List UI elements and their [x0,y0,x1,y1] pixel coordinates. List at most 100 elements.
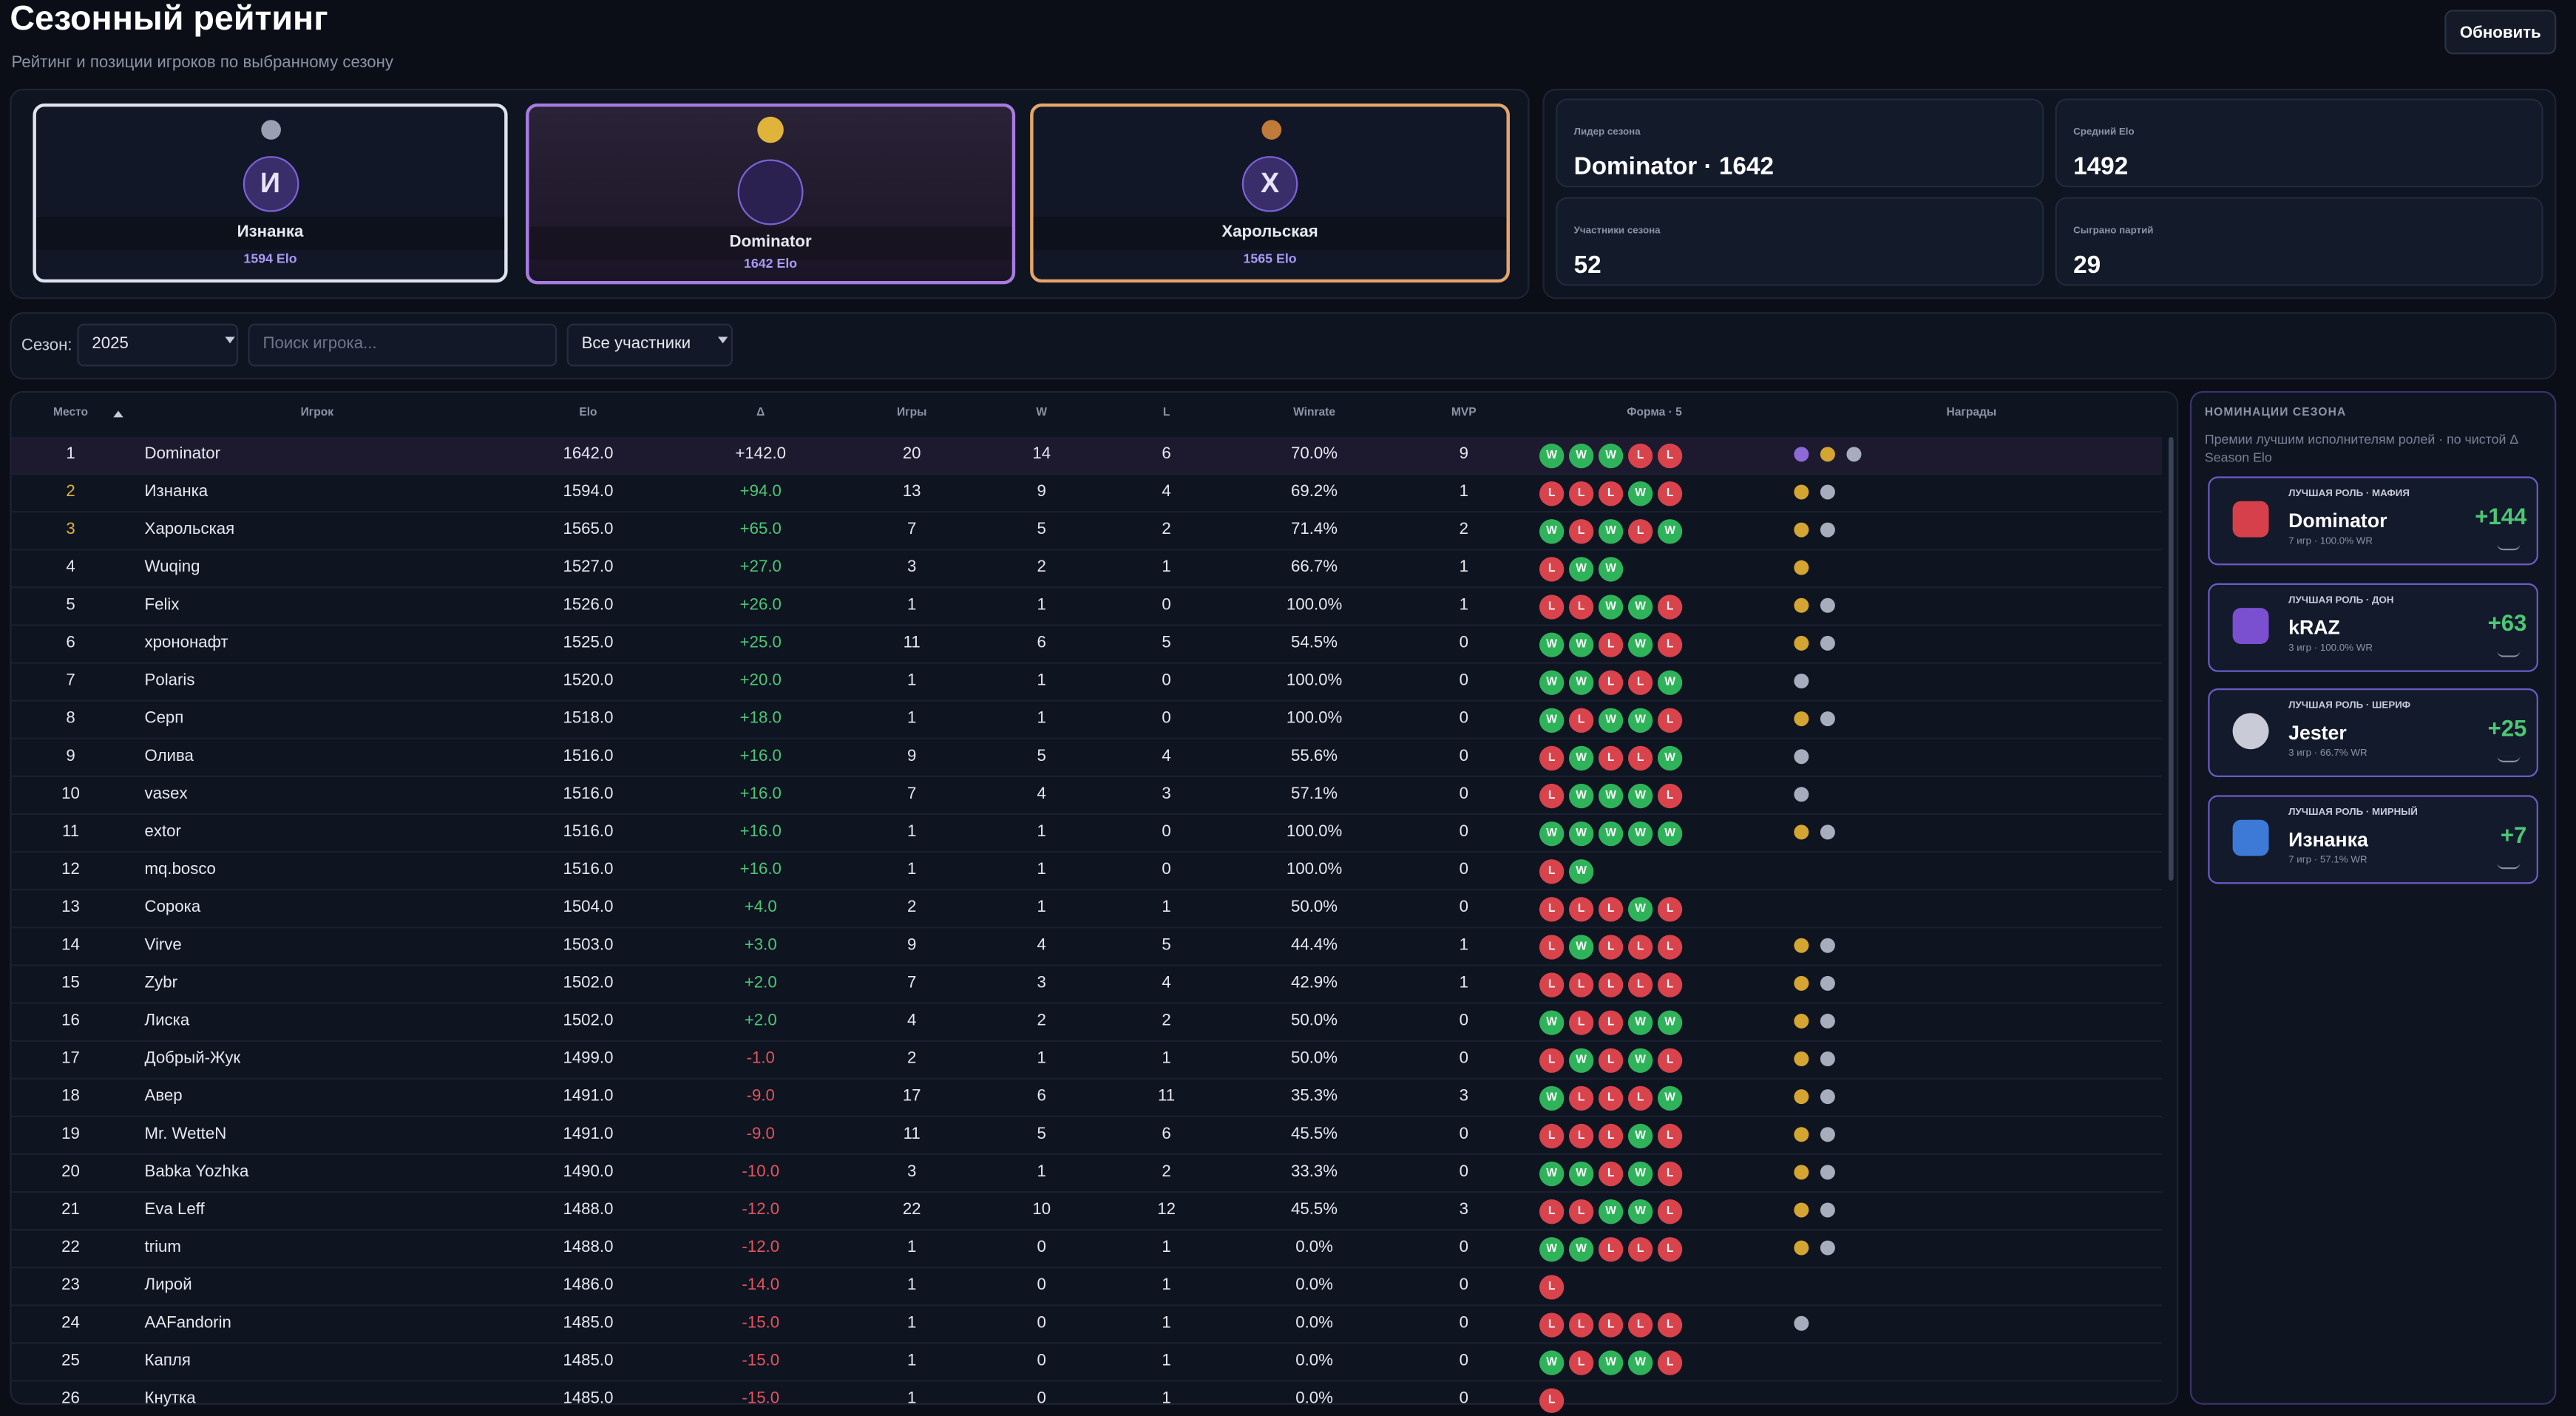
nomination-card[interactable]: ЛУЧШАЯ РОЛЬ · ДОН kRAZ 3 игр · 100.0% WR +6… [2208,582,2538,671]
stat-value: 52 [1573,251,1601,280]
table-row[interactable]: 21 Eva Leff 1488.0 -12.0 22 10 12 45.5% 3 L L W W L [11,1193,2163,1231]
form-badge: L [1568,1312,1594,1338]
column-header[interactable]: Игры [896,407,927,419]
column-header[interactable]: L [1162,407,1170,419]
table-row[interactable]: 16 Лиска 1502.0 +2.0 4 2 2 50.0% 0 W L L W W [11,1004,2163,1042]
games: 7 [906,974,917,993]
table-row[interactable]: 14 Virve 1503.0 +3.0 9 4 5 44.4% 1 L W L L L [11,928,2163,966]
column-header[interactable]: MVP [1451,407,1477,419]
elo: 1594.0 [563,483,614,501]
elo-delta: +2.0 [744,974,777,993]
losses: 6 [1162,1125,1171,1144]
rank: 2 [66,483,75,501]
table-row[interactable]: 24 AAFandorin 1485.0 -15.0 1 0 1 0.0% 0 L L L L L [11,1306,2163,1344]
wins: 2 [1037,558,1046,577]
table-row[interactable]: 9 Олива 1516.0 +16.0 9 5 4 55.6% 0 L W L L W [11,739,2163,777]
table-row[interactable]: 11 extor 1516.0 +16.0 1 1 0 100.0% 0 W W W W W [11,815,2163,853]
table-row[interactable]: 2 Изнанка 1594.0 +94.0 13 9 4 69.2% 1 L L L W L [11,475,2163,513]
wins: 1 [1037,1163,1046,1182]
refresh-button[interactable]: Обновить [2444,10,2557,55]
table-row[interactable]: 26 Кнутка 1485.0 -15.0 1 0 1 0.0% 0 L [12,1382,2163,1416]
column-header[interactable]: Игрок [300,407,334,419]
table-row[interactable]: 17 Добрый-Жук 1499.0 -1.0 2 1 1 50.0% 0 L W L W L [11,1042,2163,1080]
form-badge: L [1568,594,1594,620]
table-row[interactable]: 4 Wuqing 1527.0 +27.0 3 2 1 66.7% 1 L W W [11,550,2163,589]
player-name: Добрый-Жук [144,1049,241,1068]
column-header[interactable]: Elo [579,407,597,419]
elo-delta: -9.0 [746,1125,775,1144]
form-badge: W [1598,821,1624,847]
form-badge: L [1539,1123,1565,1149]
table-row[interactable]: 3 Харольская 1565.0 +65.0 7 5 2 71.4% 2 W L W L W [11,512,2163,551]
role-label: ЛУЧШАЯ РОЛЬ · ДОН [2288,595,2394,606]
table-row[interactable]: 25 Капля 1485.0 -15.0 1 0 1 0.0% 0 W L W W L [11,1344,2163,1382]
table-row[interactable]: 1 Dominator 1642.0 +142.0 20 14 6 70.0% 9 W W W L L [11,437,2163,475]
games: 9 [906,747,917,766]
table-row[interactable]: 20 Babka Yozhka 1490.0 -10.0 3 1 2 33.3% 0 W W L W L [11,1155,2163,1193]
player-name: Virve [144,936,182,955]
elo: 1502.0 [563,974,614,993]
table-row[interactable]: 15 Zybr 1502.0 +2.0 7 3 4 42.9% 1 L L L L L [11,966,2163,1004]
winrate: 33.3% [1291,1163,1338,1182]
column-header[interactable]: Место [53,407,89,419]
nomination-card[interactable]: ЛУЧШАЯ РОЛЬ · ШЕРИФ Jester 3 игр · 66.7% W… [2208,688,2538,777]
table-row[interactable]: 8 Серп 1518.0 +18.0 1 1 0 100.0% 0 W L W W L [11,702,2163,739]
column-header[interactable]: Δ [756,407,765,419]
table-row[interactable]: 12 mq.bosco 1516.0 +16.0 1 1 0 100.0% 0 L W [11,853,2163,891]
form-badge: L [1568,1350,1594,1375]
losses: 0 [1162,671,1171,691]
nomination-card[interactable]: ЛУЧШАЯ РОЛЬ · МАФИЯ Dominator 7 игр · 100.… [2208,476,2538,566]
table-row[interactable]: 7 Polaris 1520.0 +20.0 1 1 0 100.0% 0 W W L L W [11,664,2163,702]
column-header[interactable]: W [1036,407,1048,419]
mvp: 1 [1459,936,1468,955]
elo-delta: +16.0 [739,785,782,804]
player-name: mq.bosco [144,861,216,879]
form-badge: L [1539,1199,1565,1224]
table-row[interactable]: 10 vasex 1516.0 +16.0 7 4 3 57.1% 0 L W W W L [11,777,2163,816]
form-badge: L [1657,708,1683,733]
search-input[interactable]: Поиск игрока... [248,323,557,367]
avatar [737,159,804,226]
table-row[interactable]: 18 Авер 1491.0 -9.0 17 6 11 35.3% 3 W L L L W [11,1080,2163,1117]
losses: 11 [1158,1087,1176,1106]
award-icon [1794,975,1809,991]
winrate: 0.0% [1295,1389,1333,1409]
avatar: Х [1241,156,1298,212]
elo: 1504.0 [563,898,614,917]
column-header[interactable]: Winrate [1293,407,1336,419]
table-row[interactable]: 23 Лирой 1486.0 -14.0 1 0 1 0.0% 0 L [11,1268,2163,1307]
nomination-card[interactable]: ЛУЧШАЯ РОЛЬ · МИРНЫЙ Изнанка 7 игр · 57.1%… [2208,794,2538,884]
mvp: 0 [1459,785,1468,804]
elo: 1525.0 [563,634,614,653]
table-row[interactable]: 6 хрононафт 1525.0 +25.0 11 6 5 54.5% 0 W W L W L [11,626,2163,664]
elo: 1516.0 [563,785,614,804]
column-header[interactable]: Награды [1946,407,1997,419]
column-header[interactable]: Форма · 5 [1627,407,1682,419]
table-row[interactable]: 19 Mr. WetteN 1491.0 -9.0 11 5 6 45.5% 0 L L L W L [11,1117,2163,1156]
elo-delta: +142.0 [735,445,787,464]
winrate: 0.0% [1295,1352,1333,1371]
nominee-delta: +144 [2475,502,2527,529]
table-row[interactable]: 5 Felix 1526.0 +26.0 1 1 0 100.0% 1 L L W W L [11,588,2163,626]
games: 1 [906,671,917,691]
season-select[interactable]: 2025 [77,323,239,367]
form-badge: W [1568,1237,1594,1262]
form-badge: W [1568,557,1594,582]
mvp: 0 [1459,1012,1468,1031]
table-row[interactable]: 13 Сорока 1504.0 +4.0 2 1 1 50.0% 0 L L L W L [11,890,2163,929]
elo: 1642.0 [563,445,614,464]
form-badge: L [1598,935,1624,960]
wins: 4 [1037,785,1046,804]
form-badge: W [1657,1010,1683,1035]
wins: 5 [1037,747,1046,766]
elo: 1516.0 [563,861,614,879]
player-name: Изнанка [144,483,209,501]
nominee-delta: +7 [2500,820,2527,847]
winrate: 0.0% [1295,1314,1333,1332]
table-row[interactable]: 22 trium 1488.0 -12.0 1 0 1 0.0% 0 W W L L L [11,1230,2163,1269]
losses: 1 [1162,1389,1171,1409]
scope-select[interactable]: Все участники [566,323,733,367]
form-badge: L [1568,519,1594,544]
wins: 5 [1037,1125,1046,1144]
wins: 0 [1037,1352,1046,1371]
